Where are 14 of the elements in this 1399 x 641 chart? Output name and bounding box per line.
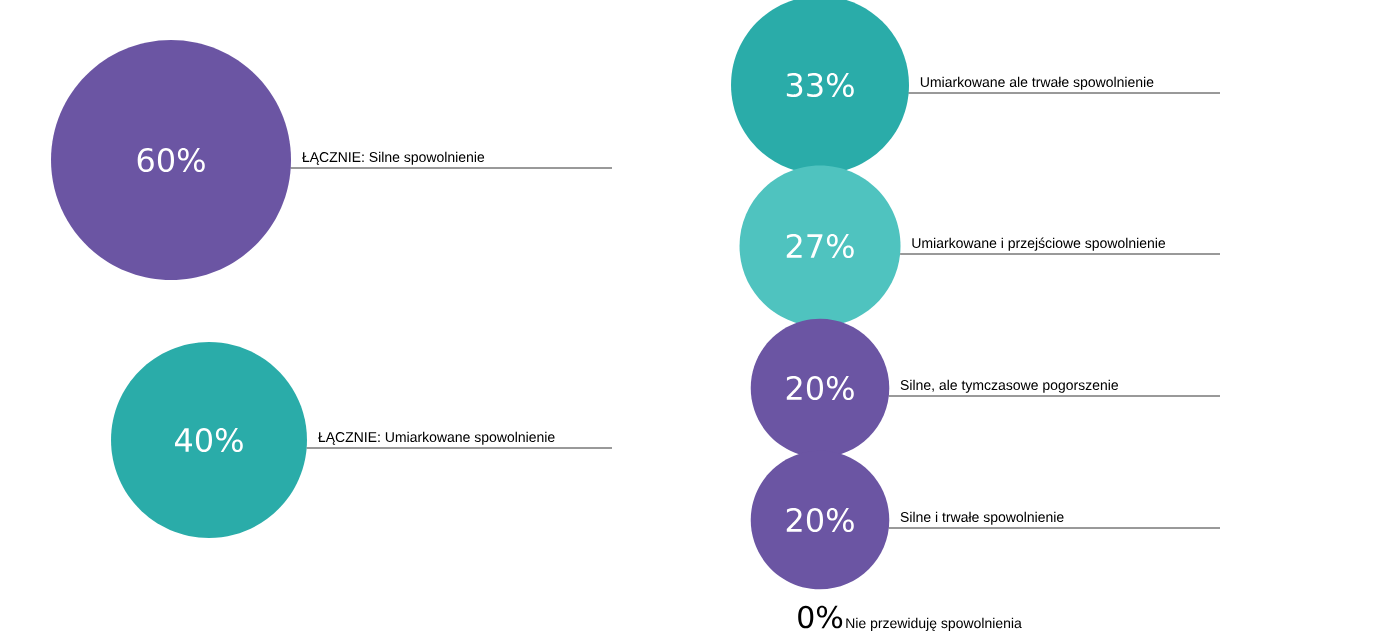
data-label: 40% <box>175 427 243 453</box>
category-label: Umiarkowane ale trwałe spowolnienie <box>920 76 1154 90</box>
category-label: Nie przewiduję spowolnienia <box>846 617 1022 631</box>
data-label: 20% <box>786 507 854 533</box>
category-label: ŁĄCZNIE: Silne spowolnienie <box>302 151 485 165</box>
data-label: 27% <box>786 233 854 259</box>
data-label: 60% <box>137 147 205 173</box>
data-label: 33% <box>786 72 854 98</box>
category-label: Silne, ale tymczasowe pogorszenie <box>900 379 1119 393</box>
data-label: 0% <box>798 605 843 629</box>
category-label: ŁĄCZNIE: Umiarkowane spowolnienie <box>318 431 555 445</box>
data-label: 20% <box>786 375 854 401</box>
category-label: Umiarkowane i przejściowe spowolnienie <box>912 237 1166 251</box>
category-label: Silne i trwałe spowolnienie <box>900 511 1064 525</box>
